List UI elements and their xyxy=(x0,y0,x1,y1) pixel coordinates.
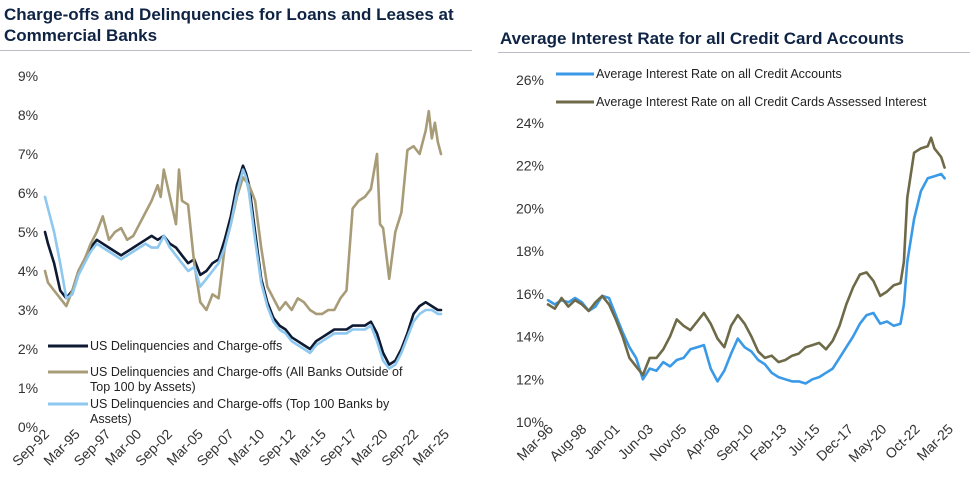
chart2-y-tick-label: 20% xyxy=(516,200,544,216)
chart2-title-rule xyxy=(498,52,970,53)
chart2-x-tick-label: Aug-98 xyxy=(546,421,589,464)
chart2-x-tick-label: Feb-13 xyxy=(747,421,790,464)
chart1-y-tick-label: 5% xyxy=(18,224,38,240)
chart1-y-tick-label: 0% xyxy=(18,419,38,435)
chart2-y-tick-label: 22% xyxy=(516,158,544,174)
chart1-y-tick-label: 2% xyxy=(18,341,38,357)
chart1-legend-label-3: US Delinquencies and Charge-offs (Top 10… xyxy=(90,397,390,426)
chart1-title-line1: Charge-offs and Delinquencies for Loans … xyxy=(4,5,454,24)
chart2-x-tick-label: Mar-25 xyxy=(913,421,956,464)
chart1-title-rule xyxy=(0,50,472,51)
chart2-y-tick-label: 24% xyxy=(516,115,544,131)
chart2-x-tick-label: Jan-01 xyxy=(581,421,623,463)
chart2-y-tick-label: 18% xyxy=(516,243,544,259)
chart2-legend-label-1: Average Interest Rate on all Credit Acco… xyxy=(596,67,842,81)
chart1-legend-label-1: US Delinquencies and Charge-offs xyxy=(90,339,282,353)
chart1-series-line-1 xyxy=(43,164,443,366)
chart1-title-line2: Commercial Banks xyxy=(4,26,158,45)
chart2-series-line-1 xyxy=(546,172,946,385)
chart1-title: Charge-offs and Delinquencies for Loans … xyxy=(4,4,474,46)
chart1-legend-label-2: US Delinquencies and Charge-offs (All Ba… xyxy=(90,365,403,394)
chart1-y-tick-label: 1% xyxy=(18,380,38,396)
chart2-x-tick-label: May-20 xyxy=(845,421,889,465)
chart2-x-tick-label: Sep-10 xyxy=(713,421,756,464)
chart1-y-tick-label: 6% xyxy=(18,185,38,201)
chart1-y-tick-label: 3% xyxy=(18,302,38,318)
chart2-y-tick-label: 12% xyxy=(516,371,544,387)
chart1-y-tick-label: 9% xyxy=(18,68,38,84)
chart1-series-line-2 xyxy=(43,109,443,316)
chart2-title: Average Interest Rate for all Credit Car… xyxy=(500,29,905,48)
chart1-series-line-3 xyxy=(43,168,443,370)
chart1-y-tick-label: 4% xyxy=(18,263,38,279)
chart2-legend-label-2: Average Interest Rate on all Credit Card… xyxy=(596,95,927,109)
chart2-y-tick-label: 16% xyxy=(516,286,544,302)
chart1-y-tick-label: 8% xyxy=(18,107,38,123)
chart1-y-tick-label: 7% xyxy=(18,146,38,162)
chart2-series-line-2 xyxy=(546,136,946,377)
chart2-plot: 10%12%14%16%18%20%22%24%26%Mar-96Aug-98J… xyxy=(513,67,956,465)
chart2-y-tick-label: 14% xyxy=(516,329,544,345)
chart1-plot: 0%1%2%3%4%5%6%7%8%9%Sep-92Mar-95Sep-97Ma… xyxy=(9,68,452,469)
chart2-y-tick-label: 26% xyxy=(516,72,544,88)
chart2-x-tick-label: Nov-05 xyxy=(646,421,689,464)
chart2-y-tick-label: 10% xyxy=(516,414,544,430)
